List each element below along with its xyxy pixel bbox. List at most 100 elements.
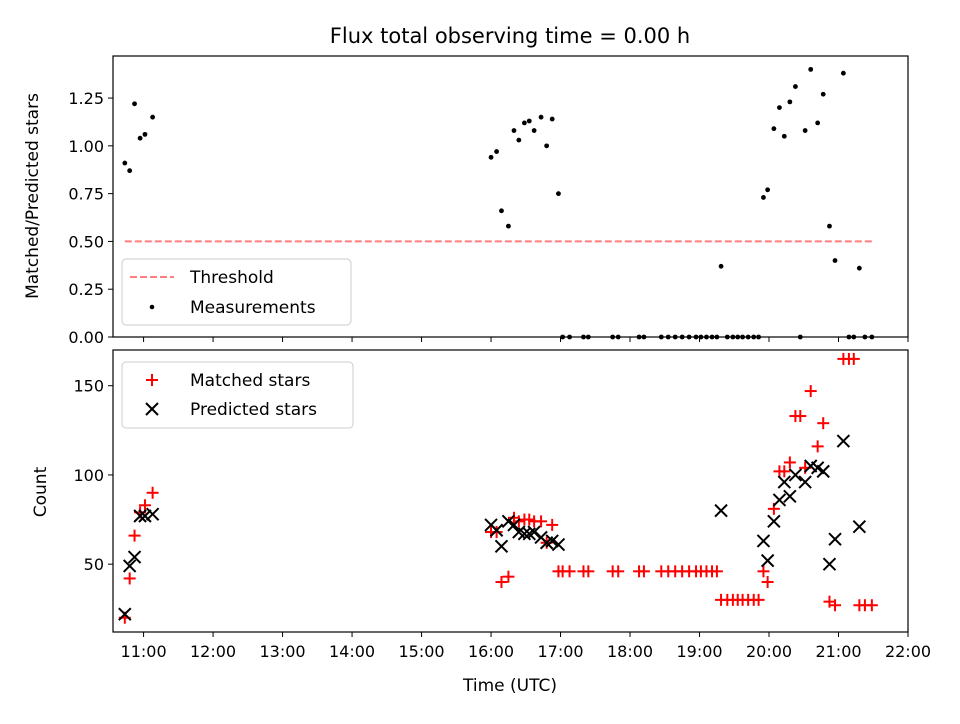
ratio-y-axis-label: Matched/Predicted stars: [23, 93, 43, 299]
measurements-point: [549, 116, 555, 122]
predicted-stars-point: [127, 550, 142, 564]
ratio-y-tick-label: 1.25: [68, 89, 104, 108]
measurements-point: [777, 105, 782, 111]
predicted-stars-point: [760, 553, 775, 568]
count-marks: [118, 352, 878, 624]
predicted-stars-point: [816, 464, 830, 479]
matched-stars-point: [582, 565, 595, 578]
measurements-legend-swatch: [149, 304, 155, 310]
matched-stars-point: [502, 570, 515, 583]
x-tick-label: 15:00: [398, 642, 444, 661]
matched-stars-point: [535, 515, 548, 528]
measurements-point: [802, 128, 808, 133]
matched-stars-legend-label: Matched stars: [190, 371, 310, 391]
measurements-point: [137, 135, 143, 141]
predicted-stars-point: [133, 509, 147, 523]
measurements-point: [511, 128, 517, 133]
matched-stars-point: [761, 576, 774, 589]
ratio-axes-frame: [112, 55, 909, 338]
measurements-point: [531, 128, 537, 133]
measurements-point: [122, 160, 128, 166]
predicted-stars-point: [118, 607, 132, 621]
measurements-point: [127, 168, 133, 174]
count-axes-frame: [112, 349, 909, 633]
predicted-stars-point: [777, 475, 792, 489]
measurements-point: [793, 84, 798, 89]
ratio-y-ticks: 0.00 0.25 0.50 0.75 1.00 1.25: [68, 89, 113, 347]
predicted-stars-point: [527, 525, 541, 539]
predicted-stars-point: [836, 434, 851, 448]
measurements-point: [832, 258, 838, 263]
predicted-stars-point: [756, 534, 771, 548]
threshold-legend-label: Threshold: [189, 268, 274, 288]
predicted-stars-legend-label: Predicted stars: [190, 400, 317, 420]
predicted-stars-point: [551, 537, 566, 552]
x-tick-label: 12:00: [190, 642, 236, 661]
predicted-stars-point: [545, 534, 559, 548]
matched-stars-point: [783, 456, 796, 469]
matched-stars-legend-swatch: [146, 374, 158, 386]
matched-stars-point: [146, 486, 159, 499]
matched-stars-point: [612, 565, 625, 578]
measurements-point: [761, 195, 766, 200]
matched-stars-point: [546, 518, 559, 531]
predicted-stars-point: [822, 557, 837, 571]
predicted-stars-point: [828, 532, 842, 546]
matched-stars-point: [495, 576, 508, 589]
measurements-point: [820, 91, 826, 97]
ratio-panel: 0.00 0.25 0.50 0.75 1.00 1.25 Matched/Predict…: [23, 55, 909, 347]
measurements-point: [771, 126, 777, 132]
measurements-point: [856, 265, 862, 271]
measurements-point: [556, 191, 561, 197]
matched-stars-point: [563, 565, 576, 578]
x-tick-label: 14:00: [329, 642, 375, 661]
ratio-marks: [122, 66, 875, 340]
measurements-point: [765, 187, 771, 193]
measurements-point: [827, 223, 832, 229]
predicted-stars-point: [507, 518, 521, 532]
matched-stars-point: [847, 352, 860, 365]
measurements-point: [538, 114, 544, 120]
predicted-stars-point: [783, 489, 797, 504]
x-tick-label: 17:00: [537, 642, 583, 661]
measurements-point: [516, 137, 522, 143]
measurements-point: [781, 133, 787, 139]
measurements-point: [521, 120, 527, 126]
matched-stars-point: [710, 565, 723, 578]
predicted-stars-point: [145, 507, 160, 521]
x-tick-label: 18:00: [607, 642, 653, 661]
predicted-stars-point: [788, 468, 803, 482]
matched-stars-point: [752, 593, 765, 606]
matched-stars-point: [778, 465, 791, 478]
ratio-y-tick-label: 0.00: [68, 328, 104, 347]
matched-stars-point: [817, 417, 830, 430]
matched-stars-point: [794, 410, 807, 423]
x-tick-label: 13:00: [260, 642, 306, 661]
matched-stars-point: [865, 599, 878, 612]
measurements-legend-label: Measurements: [190, 298, 316, 318]
count-y-tick-label: 50: [84, 555, 104, 574]
predicted-stars-point: [489, 523, 504, 537]
x-tick-label: 20:00: [746, 642, 792, 661]
measurements-point: [494, 149, 500, 154]
measurements-point: [142, 131, 148, 137]
count-legend-box: [121, 361, 354, 429]
x-tick-label: 22:00: [885, 642, 931, 661]
predicted-stars-point: [772, 493, 787, 507]
figure-title: Flux total observing time = 0.00 h: [330, 24, 690, 48]
matched-stars-point: [637, 565, 650, 578]
matched-stars-point: [138, 499, 151, 512]
ratio-y-tick-label: 1.00: [68, 137, 104, 156]
measurements-point: [132, 101, 137, 107]
predicted-stars-point: [714, 503, 728, 518]
measurements-point: [840, 70, 846, 76]
count-y-ticks: 50 100 150: [73, 377, 113, 574]
measurements-point: [499, 208, 504, 214]
ratio-y-tick-label: 0.50: [68, 232, 104, 251]
x-tick-label: 11:00: [121, 642, 167, 661]
x-axis-label: Time (UTC): [462, 676, 557, 696]
measurements-point: [787, 99, 793, 105]
